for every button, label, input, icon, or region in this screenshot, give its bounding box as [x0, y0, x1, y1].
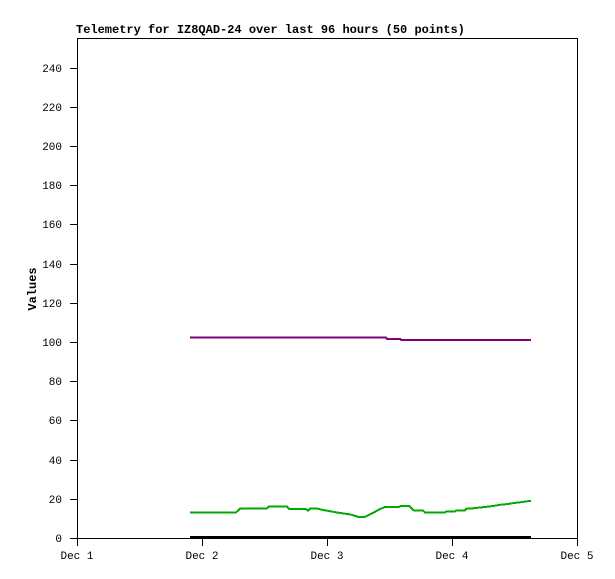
svg-text:180: 180 [42, 181, 62, 193]
svg-text:160: 160 [42, 220, 62, 232]
svg-text:240: 240 [42, 64, 62, 76]
svg-text:Dec 3: Dec 3 [310, 551, 343, 563]
svg-text:60: 60 [49, 416, 62, 428]
svg-text:0: 0 [55, 534, 62, 546]
svg-text:20: 20 [49, 495, 62, 507]
svg-text:Values: Values [26, 267, 40, 310]
svg-text:200: 200 [42, 142, 62, 154]
svg-text:Dec 4: Dec 4 [435, 551, 468, 563]
svg-text:Dec 1: Dec 1 [60, 551, 93, 563]
svg-text:Dec 2: Dec 2 [185, 551, 218, 563]
svg-text:Telemetry for IZ8QAD-24 over l: Telemetry for IZ8QAD-24 over last 96 hou… [76, 23, 465, 37]
svg-text:140: 140 [42, 260, 62, 272]
svg-text:80: 80 [49, 377, 62, 389]
svg-text:120: 120 [42, 299, 62, 311]
svg-text:220: 220 [42, 103, 62, 115]
svg-text:100: 100 [42, 338, 62, 350]
svg-text:Dec 5: Dec 5 [560, 551, 593, 563]
svg-text:40: 40 [49, 456, 62, 468]
